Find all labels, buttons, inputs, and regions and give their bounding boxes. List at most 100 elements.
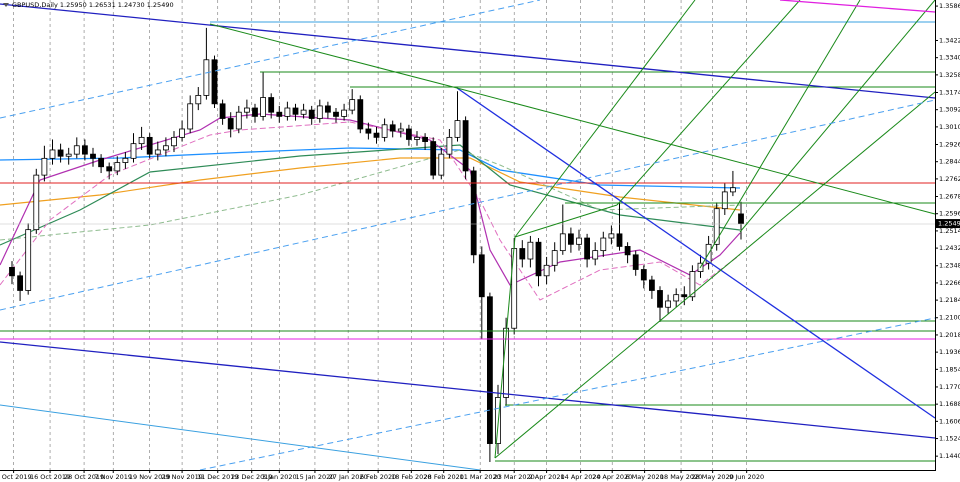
candle-body [284,107,291,117]
y-tick-label: 1.14400 [939,452,960,460]
candle-body [478,254,485,298]
candle-body [138,136,145,145]
y-tick-label: 1.21840 [939,296,960,304]
candle-body [333,111,339,117]
y-tick-label: 1.18540 [939,365,960,373]
candle-body [324,105,331,113]
trend-navy [0,3,936,99]
y-tick-label: 1.34220 [939,36,960,44]
ma-orange [0,157,741,211]
candle-body [316,105,323,119]
ma-gray-dashed [0,149,741,241]
candle-body [576,237,582,245]
x-tick-label: 16 Oct 2019 [30,473,70,481]
candle-body [57,149,64,157]
pitchfork [616,0,801,206]
candle-body [738,213,744,224]
candle-body [341,109,347,117]
candle-body [665,300,672,308]
candle-body [721,191,728,210]
candle-body [373,132,380,138]
y-tick-label: 1.25960 [939,210,960,218]
candle-body [41,157,48,176]
candle-body [187,103,194,130]
candle-body [689,271,696,298]
candle-body [211,59,218,105]
candle-body [584,237,590,260]
candle-body [730,187,736,193]
trend-lightblue [0,404,481,471]
candle-body [519,248,526,260]
candle-body [559,233,566,252]
last-price-label: 1.25490 [938,220,960,228]
y-tick-label: 1.16880 [939,400,960,408]
candle-body [430,141,437,176]
candle-body [195,95,202,105]
x-tick-label: 11 Mar 2020 [460,473,501,481]
trend-lightblue-dashed [0,0,541,119]
x-tick-label: 29 Nov 2019 [161,473,203,481]
y-tick-label: 1.30100 [939,123,960,131]
candle-body [252,107,258,117]
candle-body [567,233,574,245]
x-tick-label: 23 Dec 2019 [231,473,273,481]
y-tick-label: 1.33400 [939,54,960,62]
symbol-icon [3,3,9,7]
candle-body [389,124,396,132]
candle-body [49,149,56,159]
y-tick-label: 1.23480 [939,262,960,270]
candle-body [203,59,210,96]
candle-body [235,111,242,130]
candle-body [25,229,32,291]
candle-body [657,290,663,308]
candle-body [162,145,169,151]
y-tick-label: 1.28440 [939,158,960,166]
candle-body [227,118,234,130]
candle-body [130,143,137,159]
x-tick-label: 24 Apr 2020 [592,473,632,481]
x-tick-label: 7 Nov 2019 [94,473,132,481]
candle-body [470,170,477,256]
candle-body [446,136,453,155]
candle-body [422,136,428,142]
y-tick-label: 1.35860 [939,2,960,10]
candle-body [268,97,275,113]
candle-body [308,109,315,119]
candle-body [122,157,129,163]
x-tick-label: 18 May 2020 [660,473,702,481]
y-tick-label: 1.26780 [939,193,960,201]
candle-body [713,208,720,245]
trend-navy [0,341,936,439]
candle-body [486,296,493,444]
y-tick-label: 1.15240 [939,435,960,443]
candle-body [243,107,250,113]
candle-body [146,136,153,155]
trend-lightblue-dashed [199,317,936,471]
candle-body [73,145,80,155]
chart-title: GBPUSD,Daily 1.25950 1.26531 1.24730 1.2… [12,1,174,9]
last-price-box [936,219,960,229]
ma-magenta [0,113,741,286]
x-tick-label: 28 Feb 2020 [423,473,463,481]
candle-body [114,162,121,172]
pitchfork [494,91,936,459]
candle-body [276,111,283,117]
pitchfork [494,236,516,459]
y-tick-label: 1.16060 [939,417,960,425]
candle-body [179,128,185,138]
y-tick-label: 1.25140 [939,227,960,235]
pitchfork [514,0,696,238]
drawings [0,0,936,471]
x-tick-label: 2 Apr 2020 [529,473,565,481]
candle-body [219,103,226,119]
y-tick-label: 1.19360 [939,348,960,356]
candle-body [673,294,680,302]
trend-blue [456,87,936,419]
trend-magenta [779,0,936,13]
x-tick-label: 18 Feb 2020 [391,473,431,481]
y-tick-label: 1.32580 [939,71,960,79]
candle-body [414,136,420,140]
x-tick-label: 15 Jan 2020 [295,473,334,481]
y-tick-label: 1.30920 [939,106,960,114]
candle-body [90,153,96,159]
